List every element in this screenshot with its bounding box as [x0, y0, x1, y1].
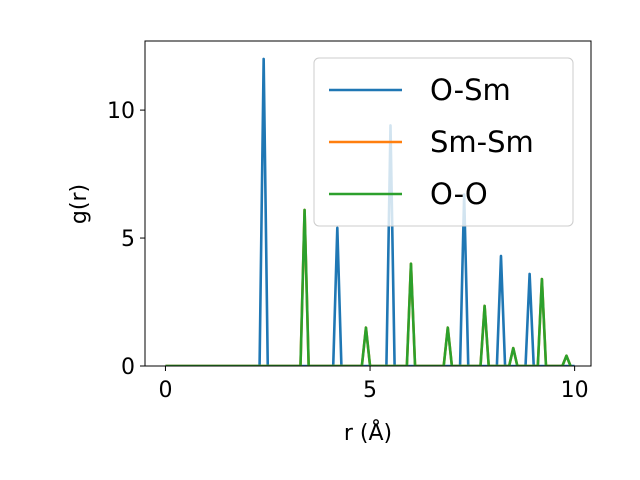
legend-box: [313, 57, 574, 227]
x-axis-label: r (Å): [344, 419, 392, 446]
x-tick-label: 10: [561, 378, 589, 403]
legend-label-o-o: O-O: [430, 177, 488, 211]
legend: O-Sm Sm-Sm O-O: [313, 57, 574, 227]
y-tick-label: 0: [121, 355, 135, 380]
axes-frame: [144, 40, 592, 367]
legend-label-sm-sm: Sm-Sm: [430, 125, 534, 159]
y-axis-label: g(r): [67, 184, 92, 224]
series-line-o-o: [165, 208, 572, 366]
x-tick-label: 5: [363, 378, 377, 403]
x-tick-label: 0: [158, 378, 172, 403]
series-lines: [165, 57, 575, 366]
plot-area: [165, 57, 575, 366]
y-tick-label: 5: [121, 227, 135, 252]
y-tick-label: 10: [107, 99, 135, 124]
axes: 0 5 10 0 5 10: [107, 40, 592, 403]
legend-label-o-sm: O-Sm: [430, 73, 511, 107]
